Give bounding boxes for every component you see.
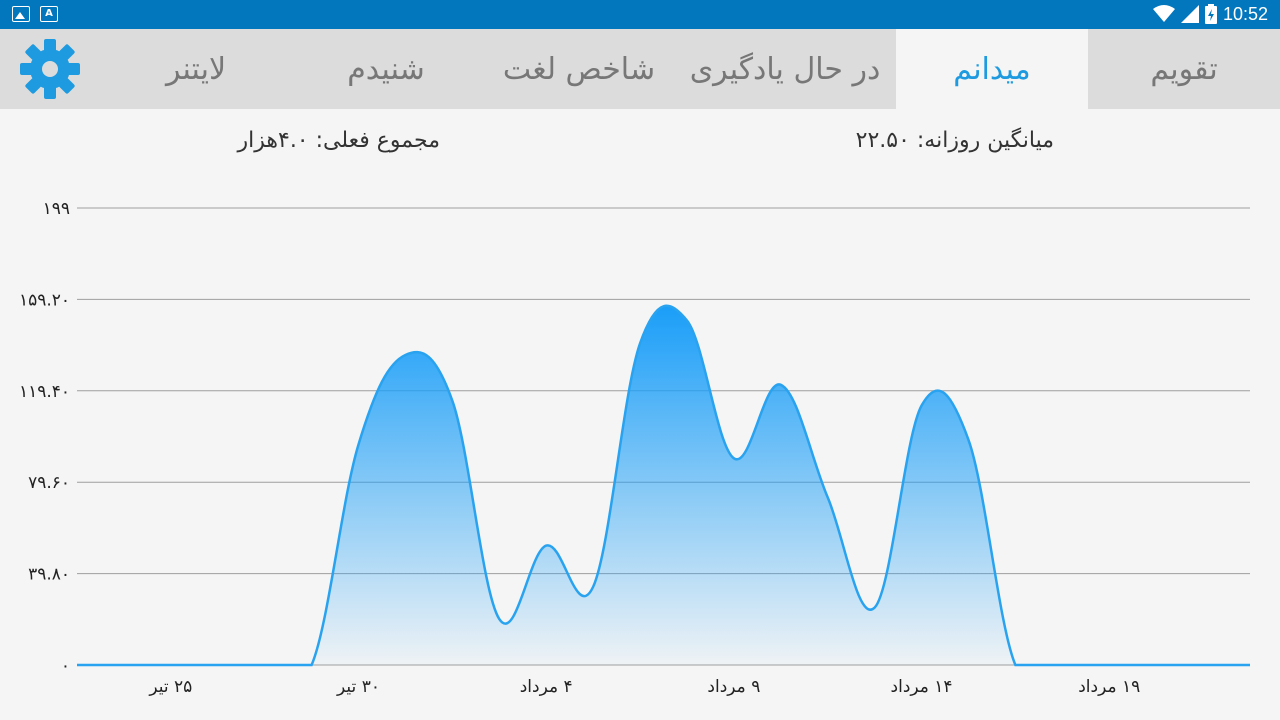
tab-learning[interactable]: در حال یادگیری	[689, 51, 881, 87]
area-chart: ۰ ۳۹.۸۰ ۷۹.۶۰ ۱۱۹.۴۰ ۱۵۹.۲۰ ۱۹۹ ۲۵ تیر ۳۰ تیر ۴ …	[19, 199, 1250, 697]
image-icon	[12, 6, 30, 22]
current-total: مجموع فعلی: ۴.۰هزار	[237, 128, 440, 153]
battery-icon	[1204, 4, 1217, 24]
x-tick-label: ۱۹ مرداد	[1078, 677, 1140, 697]
tab-known[interactable]: میدانم	[896, 29, 1088, 109]
gear-icon[interactable]	[18, 37, 82, 101]
tab-word-index[interactable]: شاخص لغت	[502, 51, 656, 87]
clock-time: 10:52	[1222, 4, 1268, 24]
status-bar: A 10:52	[0, 0, 1280, 29]
series-area	[77, 305, 1250, 665]
tab-leitner[interactable]: لایتنر	[165, 51, 227, 87]
tab-heard[interactable]: شنیدم	[347, 51, 425, 87]
signal-icon	[1180, 5, 1199, 23]
y-tick-label: ۳۹.۸۰	[28, 565, 70, 585]
y-tick-label: ۱۵۹.۲۰	[19, 290, 70, 310]
tab-bar: تقویم میدانم در حال یادگیری شاخص لغت شنی…	[0, 29, 1280, 109]
wifi-icon	[1152, 5, 1175, 22]
status-left-icons: A	[12, 6, 58, 22]
y-tick-label: ۱۱۹.۴۰	[19, 382, 70, 402]
daily-average: میانگین روزانه: ۲۲.۵۰	[855, 128, 1054, 153]
x-tick-label: ۲۵ تیر	[148, 677, 192, 697]
tab-calendar[interactable]: تقویم	[1150, 51, 1218, 87]
x-tick-label: ۹ مرداد	[707, 677, 760, 697]
app-a-icon: A	[40, 6, 58, 22]
y-tick-label: ۰	[61, 656, 70, 676]
x-tick-label: ۴ مرداد	[520, 677, 573, 697]
x-tick-label: ۱۴ مرداد	[891, 677, 953, 697]
y-tick-label: ۱۹۹	[43, 199, 70, 219]
series-line	[77, 304, 1250, 667]
x-tick-label: ۳۰ تیر	[336, 677, 380, 697]
y-tick-label: ۷۹.۶۰	[28, 473, 70, 493]
status-right-icons: 10:52	[1152, 3, 1268, 25]
